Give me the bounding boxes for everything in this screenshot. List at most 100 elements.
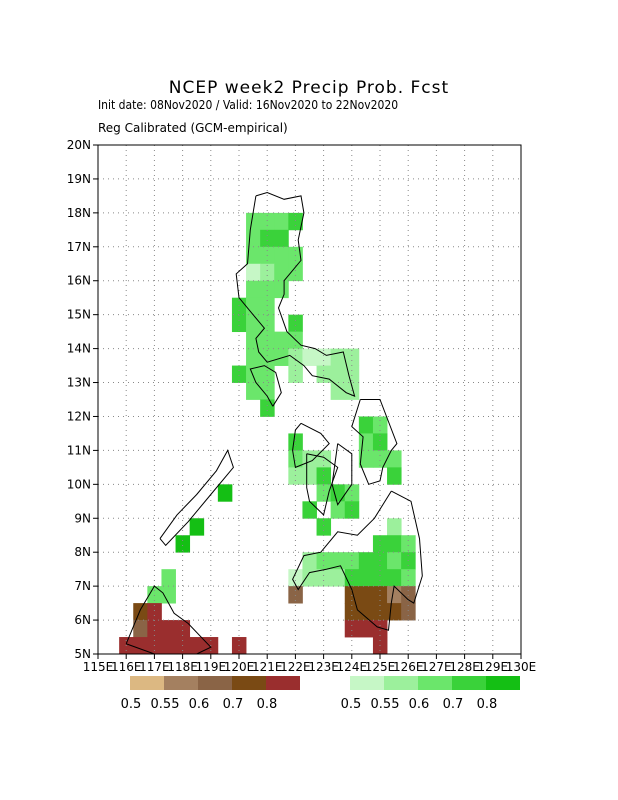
probability-cell bbox=[344, 501, 360, 519]
probability-cell bbox=[274, 348, 289, 366]
probability-cell bbox=[260, 314, 275, 333]
legend-below-swatch bbox=[198, 676, 232, 690]
probability-cell bbox=[344, 586, 360, 604]
legend-below-swatch bbox=[232, 676, 266, 690]
probability-cell bbox=[274, 263, 289, 282]
y-tick-label: 11N bbox=[67, 443, 91, 457]
probability-cell bbox=[387, 450, 402, 468]
y-tick-label: 9N bbox=[74, 511, 91, 525]
probability-cell bbox=[358, 416, 374, 434]
x-tick-label: 125E bbox=[365, 660, 396, 674]
y-tick-label: 18N bbox=[67, 206, 91, 220]
probability-cell bbox=[133, 603, 148, 621]
probability-cell bbox=[358, 603, 374, 621]
chart-subtitle-dates: Init date: 08Nov2020 / Valid: 16Nov2020 … bbox=[98, 98, 399, 112]
probability-cell bbox=[260, 263, 275, 282]
map-frame bbox=[97, 144, 522, 655]
y-tick-label: 17N bbox=[67, 240, 91, 254]
probability-cell bbox=[372, 569, 388, 587]
legend-above-swatch bbox=[384, 676, 418, 690]
y-tick-label: 16N bbox=[67, 274, 91, 288]
probability-cell bbox=[316, 348, 332, 366]
y-tick-label: 19N bbox=[67, 172, 91, 186]
legend-above-label: 0.55 bbox=[371, 697, 400, 712]
x-tick-label: 117E bbox=[139, 660, 170, 674]
y-tick-label: 20N bbox=[67, 138, 91, 152]
probability-cell bbox=[401, 569, 416, 587]
x-tick-label: 122E bbox=[280, 660, 311, 674]
legend-below-label: 0.7 bbox=[223, 697, 244, 712]
probability-cell bbox=[344, 484, 360, 502]
legend-above-label: 0.7 bbox=[443, 697, 464, 712]
probability-cell bbox=[147, 586, 162, 604]
probability-cell bbox=[330, 569, 346, 587]
probability-cell bbox=[274, 246, 289, 265]
probability-cell bbox=[358, 552, 374, 570]
probability-cell bbox=[189, 518, 205, 536]
probability-cell bbox=[246, 212, 261, 231]
probability-cell bbox=[246, 382, 261, 400]
probability-cell bbox=[288, 365, 303, 383]
x-tick-label: 116E bbox=[111, 660, 142, 674]
probability-cell bbox=[246, 229, 261, 248]
chart-subtitle-method: Reg Calibrated (GCM-empirical) bbox=[98, 121, 288, 135]
probability-cell bbox=[358, 450, 374, 468]
coastline bbox=[306, 453, 339, 516]
legend-above-label: 0.8 bbox=[477, 697, 498, 712]
probability-cell bbox=[302, 450, 317, 468]
x-tick-label: 130E bbox=[506, 660, 537, 674]
x-tick-label: 121E bbox=[252, 660, 283, 674]
y-tick-label: 7N bbox=[74, 579, 91, 593]
probability-cell bbox=[387, 467, 402, 485]
probability-cell bbox=[344, 365, 360, 383]
legend-below-swatch bbox=[164, 676, 198, 690]
coastline bbox=[159, 449, 234, 547]
probability-cell bbox=[302, 569, 317, 587]
probability-cell bbox=[288, 263, 303, 282]
probability-cell bbox=[161, 569, 176, 587]
probability-cell bbox=[288, 467, 303, 485]
x-tick-label: 124E bbox=[337, 660, 368, 674]
coastline bbox=[292, 422, 330, 469]
gridlines bbox=[98, 145, 521, 654]
probability-cell bbox=[302, 467, 317, 485]
legend-above-label: 0.6 bbox=[409, 697, 430, 712]
probability-cell bbox=[387, 552, 402, 570]
probability-cell bbox=[274, 331, 289, 349]
probability-cell bbox=[344, 620, 360, 638]
probability-cell bbox=[246, 365, 261, 383]
probability-cell bbox=[231, 365, 247, 383]
y-tick-label: 10N bbox=[67, 477, 91, 491]
probability-cell bbox=[246, 246, 261, 265]
probability-cell bbox=[288, 212, 303, 231]
x-tick-label: 120E bbox=[224, 660, 255, 674]
probability-cell bbox=[330, 365, 346, 383]
probability-cell bbox=[387, 569, 402, 587]
coastline bbox=[351, 399, 398, 485]
legend-below-swatch bbox=[130, 676, 164, 690]
legend-below-swatch bbox=[266, 676, 300, 690]
probability-cell bbox=[260, 348, 275, 366]
probability-cell bbox=[161, 586, 176, 604]
y-tick-label: 13N bbox=[67, 376, 91, 390]
probability-cell bbox=[217, 484, 233, 502]
y-tick-label: 6N bbox=[74, 613, 91, 627]
probability-cell bbox=[316, 518, 332, 536]
x-tick-label: 115E bbox=[83, 660, 114, 674]
probability-cell bbox=[189, 637, 205, 655]
probability-cell bbox=[302, 501, 317, 519]
x-axis: 115E116E117E118E119E120E121E122E123E124E… bbox=[83, 654, 537, 674]
x-tick-label: 119E bbox=[196, 660, 227, 674]
probability-cell bbox=[274, 280, 289, 299]
probability-cell bbox=[147, 620, 162, 638]
legend-above-swatch bbox=[486, 676, 520, 690]
probability-cell bbox=[260, 280, 275, 299]
probability-cell bbox=[288, 569, 303, 587]
probability-cell bbox=[175, 620, 191, 638]
y-axis: 5N 6N 7N 8N 9N 10N 11N 12N 13N 14N 15N 16N 17N 18N 19N… bbox=[67, 138, 98, 661]
coastline bbox=[292, 490, 423, 631]
y-tick-label: 5N bbox=[74, 647, 91, 661]
probability-cell bbox=[344, 603, 360, 621]
probability-cell bbox=[330, 552, 346, 570]
probability-cell bbox=[316, 450, 332, 468]
